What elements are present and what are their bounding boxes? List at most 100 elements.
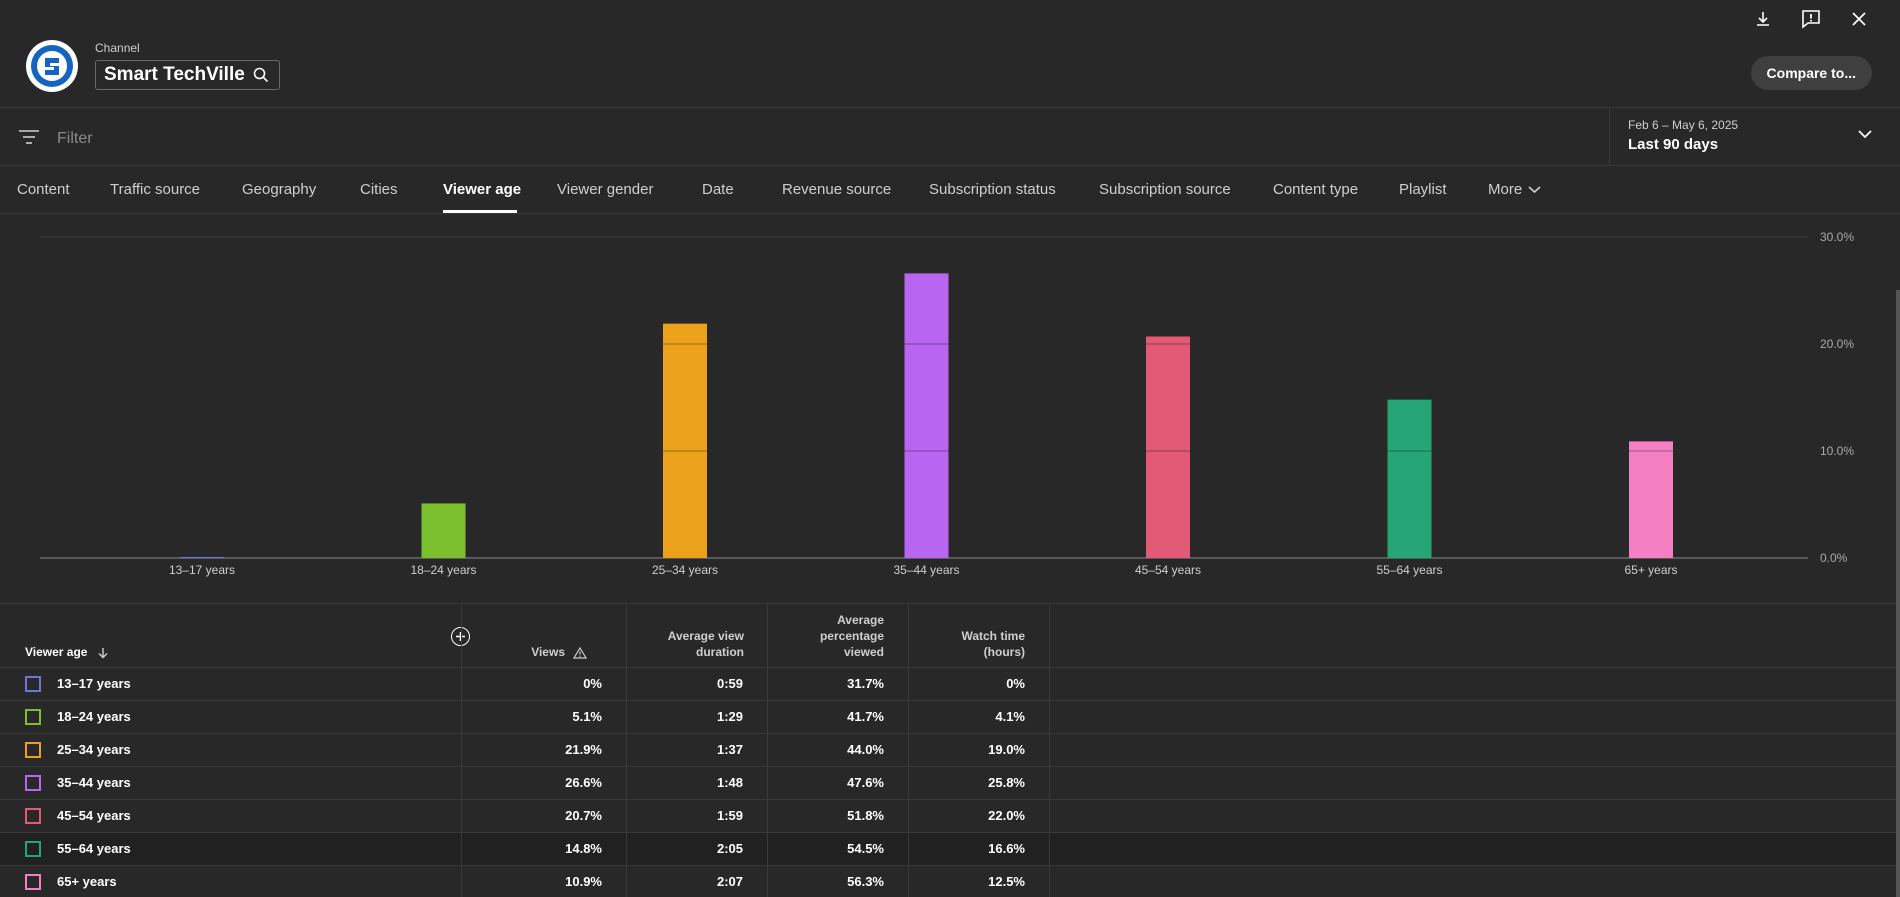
bar[interactable] xyxy=(1387,399,1432,558)
column-header-avg-percentage-viewed[interactable]: Average percentage viewed xyxy=(767,604,884,667)
column-divider xyxy=(908,604,909,897)
filter-bar: Feb 6 – May 6, 2025 Last 90 days xyxy=(0,109,1900,166)
tab-viewer-gender[interactable]: Viewer gender xyxy=(557,181,654,198)
row-age-label: 18–24 years xyxy=(57,709,131,724)
table-row[interactable]: 13–17 years 0% 0:59 31.7% 0% xyxy=(0,667,1896,700)
row-age-label: 45–54 years xyxy=(57,808,131,823)
bar[interactable] xyxy=(904,273,949,558)
x-tick-label: 45–54 years xyxy=(1135,563,1201,577)
row-checkbox[interactable] xyxy=(25,874,41,890)
tab-playlist[interactable]: Playlist xyxy=(1399,181,1447,198)
y-tick-label: 20.0% xyxy=(1820,337,1854,351)
row-avg-view-duration: 2:05 xyxy=(716,841,743,856)
row-watch-time: 16.6% xyxy=(988,841,1025,856)
row-avg-percentage: 44.0% xyxy=(847,742,884,757)
table-row[interactable]: 35–44 years 26.6% 1:48 47.6% 25.8% xyxy=(0,766,1896,799)
row-views: 26.6% xyxy=(565,775,602,790)
column-header-watch-time[interactable]: Watch time (hours) xyxy=(908,604,1025,667)
filter-icon[interactable] xyxy=(18,128,40,146)
date-range-label: Last 90 days xyxy=(1628,136,1719,153)
column-header-avg-view-duration[interactable]: Average view duration xyxy=(626,604,744,667)
column-header-label: Viewer age xyxy=(25,645,88,659)
chevron-down-icon xyxy=(1528,186,1541,194)
close-icon[interactable] xyxy=(1848,8,1870,30)
tab-cities[interactable]: Cities xyxy=(360,181,398,198)
bar[interactable] xyxy=(180,557,224,558)
tab-more-label: More xyxy=(1488,181,1523,198)
row-avg-view-duration: 1:37 xyxy=(716,742,743,757)
y-tick-label: 10.0% xyxy=(1820,444,1854,458)
table-row[interactable]: 25–34 years 21.9% 1:37 44.0% 19.0% xyxy=(0,733,1896,766)
tab-traffic-source[interactable]: Traffic source xyxy=(110,181,201,198)
row-checkbox[interactable] xyxy=(25,841,41,857)
column-header-viewer-age[interactable]: Viewer age xyxy=(0,604,461,667)
x-tick-label: 55–64 years xyxy=(1376,563,1442,577)
column-header-label: Watch time xyxy=(961,629,1025,643)
row-watch-time: 12.5% xyxy=(988,874,1025,889)
table-row[interactable]: 65+ years 10.9% 2:07 56.3% 12.5% xyxy=(0,865,1896,897)
filter-input[interactable] xyxy=(57,127,757,151)
date-range-picker[interactable]: Feb 6 – May 6, 2025 Last 90 days xyxy=(1609,109,1900,165)
dimension-tabs: Content Traffic source Geography Cities … xyxy=(0,167,1900,214)
row-checkbox[interactable] xyxy=(25,676,41,692)
column-header-label: viewed xyxy=(843,645,884,659)
channel-selector[interactable]: Smart TechVille xyxy=(95,60,280,90)
row-views: 5.1% xyxy=(572,709,602,724)
y-tick-label: 0.0% xyxy=(1820,551,1848,565)
column-header-views[interactable]: Views xyxy=(461,604,604,667)
row-checkbox[interactable] xyxy=(25,709,41,725)
channel-avatar[interactable] xyxy=(26,40,78,92)
table-row[interactable]: 45–54 years 20.7% 1:59 51.8% 22.0% xyxy=(0,799,1896,832)
bar[interactable] xyxy=(663,323,707,558)
tab-geography[interactable]: Geography xyxy=(242,181,317,198)
row-avg-percentage: 47.6% xyxy=(847,775,884,790)
x-tick-label: 18–24 years xyxy=(410,563,476,577)
bar[interactable] xyxy=(421,503,466,558)
row-age-label: 13–17 years xyxy=(57,676,131,691)
row-views: 21.9% xyxy=(565,742,602,757)
warning-icon xyxy=(573,647,587,659)
table-row[interactable]: 55–64 years 14.8% 2:05 54.5% 16.6% xyxy=(0,832,1896,865)
bar[interactable] xyxy=(1629,441,1673,558)
bar[interactable] xyxy=(1146,336,1190,558)
channel-label: Channel xyxy=(95,41,140,55)
row-views: 14.8% xyxy=(565,841,602,856)
tab-more[interactable]: More xyxy=(1488,181,1541,198)
column-header-label: Average xyxy=(837,613,884,627)
column-divider xyxy=(461,604,462,897)
tab-date[interactable]: Date xyxy=(702,181,734,198)
feedback-icon[interactable] xyxy=(1800,8,1822,30)
row-checkbox[interactable] xyxy=(25,775,41,791)
row-watch-time: 22.0% xyxy=(988,808,1025,823)
search-icon xyxy=(253,67,268,83)
channel-logo-icon xyxy=(31,45,73,87)
active-tab-indicator xyxy=(443,210,517,213)
tab-revenue-source[interactable]: Revenue source xyxy=(782,181,892,198)
data-table: Viewer age Views Average view duration A… xyxy=(0,603,1896,897)
row-checkbox[interactable] xyxy=(25,742,41,758)
column-header-label: duration xyxy=(696,645,744,659)
row-watch-time: 0% xyxy=(1006,676,1025,691)
y-tick-label: 30.0% xyxy=(1820,230,1854,244)
row-avg-percentage: 31.7% xyxy=(847,676,884,691)
table-row[interactable]: 18–24 years 5.1% 1:29 41.7% 4.1% xyxy=(0,700,1896,733)
compare-button[interactable]: Compare to... xyxy=(1750,56,1872,90)
download-icon[interactable] xyxy=(1752,8,1774,30)
column-header-label: (hours) xyxy=(983,645,1025,659)
add-column-button[interactable] xyxy=(451,627,470,646)
plus-icon xyxy=(456,632,465,641)
tab-viewer-age[interactable]: Viewer age xyxy=(443,181,522,198)
scrollbar[interactable] xyxy=(1896,290,1900,897)
tab-content-type[interactable]: Content type xyxy=(1273,181,1359,198)
tab-subscription-status[interactable]: Subscription status xyxy=(929,181,1056,198)
x-tick-label: 25–34 years xyxy=(652,563,718,577)
column-divider xyxy=(1049,604,1050,897)
row-watch-time: 19.0% xyxy=(988,742,1025,757)
tab-subscription-source[interactable]: Subscription source xyxy=(1099,181,1231,198)
tab-content[interactable]: Content xyxy=(17,181,70,198)
row-age-label: 65+ years xyxy=(57,874,117,889)
row-avg-view-duration: 2:07 xyxy=(716,874,743,889)
row-checkbox[interactable] xyxy=(25,808,41,824)
row-avg-percentage: 41.7% xyxy=(847,709,884,724)
column-header-label: Views xyxy=(531,645,565,659)
